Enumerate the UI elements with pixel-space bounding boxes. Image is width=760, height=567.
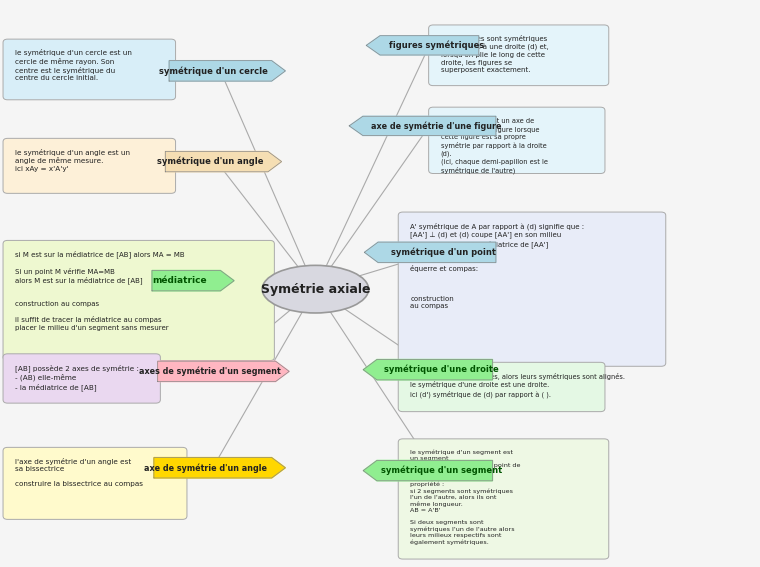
Ellipse shape	[262, 265, 369, 313]
Polygon shape	[154, 458, 286, 478]
Text: symétrique d'un cercle: symétrique d'un cercle	[159, 66, 268, 75]
Text: le symétrique d'un cercle est un
cercle de même rayon. Son
centre est le symétri: le symétrique d'un cercle est un cercle …	[15, 49, 132, 82]
FancyBboxPatch shape	[3, 447, 187, 519]
Text: le symétrique d'un angle est un
angle de même mesure.
ici xAy = x'A'y': le symétrique d'un angle est un angle de…	[15, 149, 130, 172]
Polygon shape	[366, 36, 479, 55]
Text: Symétrie axiale: Symétrie axiale	[261, 283, 370, 295]
Text: si M est sur la médiatrice de [AB] alors MA = MB

Si un point M vérifie MA=MB
al: si M est sur la médiatrice de [AB] alors…	[15, 251, 185, 331]
FancyBboxPatch shape	[3, 240, 274, 361]
Polygon shape	[169, 61, 286, 81]
Polygon shape	[152, 270, 234, 291]
FancyBboxPatch shape	[398, 439, 609, 559]
Text: deux figures sont symétriques
par rapport à une droite (d) et,
lorsqu'on plie le: deux figures sont symétriques par rappor…	[441, 35, 549, 73]
Polygon shape	[157, 361, 289, 382]
Text: le symétrique d'un segment est
un segment
car le symétrique de tout point de
[AB: le symétrique d'un segment est un segmen…	[410, 449, 521, 545]
FancyBboxPatch shape	[3, 354, 160, 403]
Polygon shape	[165, 151, 281, 172]
Text: l'axe de symétrie d'un angle est
sa bissectrice

construire la bissectrice au co: l'axe de symétrie d'un angle est sa biss…	[15, 458, 143, 487]
Text: symétrique d'une droite: symétrique d'une droite	[385, 365, 499, 374]
Text: axe de symétrie d'un angle: axe de symétrie d'un angle	[144, 463, 268, 472]
FancyBboxPatch shape	[398, 212, 666, 366]
FancyBboxPatch shape	[3, 138, 176, 193]
Polygon shape	[349, 116, 496, 136]
FancyBboxPatch shape	[429, 107, 605, 174]
Text: A' symétrique de A par rapport à (d) signifie que :
[AA'] ⊥ (d) et (d) coupe [AA: A' symétrique de A par rapport à (d) sig…	[410, 222, 584, 309]
Text: figures symétriques: figures symétriques	[388, 41, 484, 50]
Text: [AB] possède 2 axes de symétrie :
- (AB) elle-même
- la médiatrice de [AB]: [AB] possède 2 axes de symétrie : - (AB)…	[15, 364, 139, 391]
Polygon shape	[363, 460, 492, 481]
Text: axe de symétrie d'une figure: axe de symétrie d'une figure	[371, 121, 502, 130]
Text: symétrique d'un angle: symétrique d'un angle	[157, 157, 263, 166]
Polygon shape	[364, 242, 496, 263]
Text: si trois points sont alignés, alors leurs symétriques sont alignés.
le symétriqu: si trois points sont alignés, alors leur…	[410, 373, 625, 397]
Polygon shape	[363, 359, 492, 380]
Text: axes de symétrie d'un segment: axes de symétrie d'un segment	[139, 367, 280, 376]
FancyBboxPatch shape	[3, 39, 176, 100]
Text: une droite (d) est un axe de
symétrie d'une figure lorsque
cette figure est sa p: une droite (d) est un axe de symétrie d'…	[441, 117, 548, 174]
FancyBboxPatch shape	[429, 25, 609, 86]
Text: symétrique d'un point: symétrique d'un point	[391, 248, 496, 257]
Text: symétrique d'un segment: symétrique d'un segment	[381, 466, 502, 475]
Text: médiatrice: médiatrice	[152, 276, 207, 285]
FancyBboxPatch shape	[398, 362, 605, 412]
